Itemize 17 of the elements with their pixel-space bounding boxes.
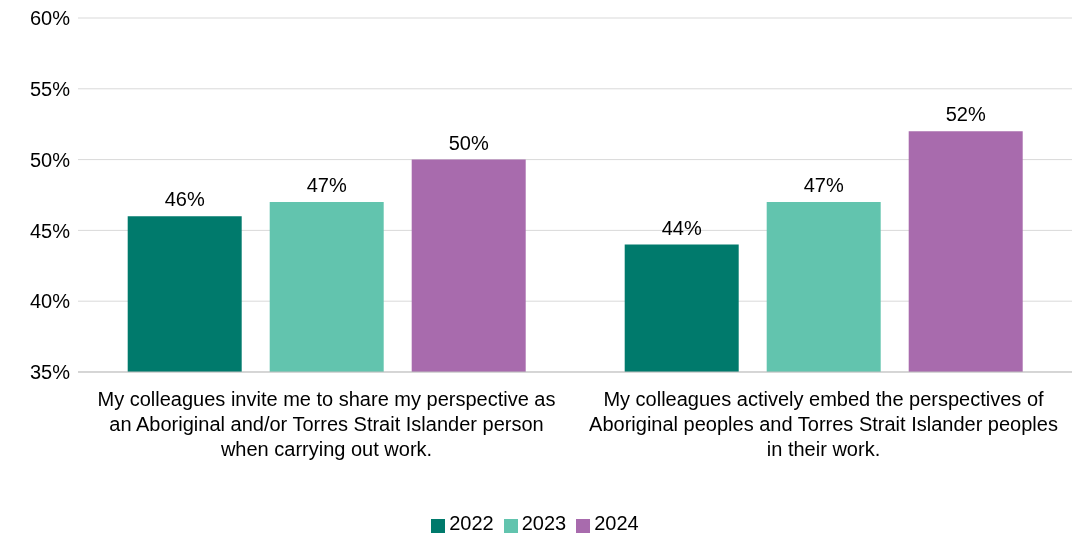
data-label: 47%: [803, 174, 844, 197]
y-tick-label: 40%: [29, 290, 71, 313]
legend-label: 2022: [449, 512, 494, 534]
x-tick-label: My colleagues actively embed the perspectives of Aboriginal peoples and Torres Strait Islander peoples in their work.: [589, 388, 1058, 460]
y-tick-label: 60%: [29, 7, 71, 30]
y-tick-label: 55%: [29, 77, 71, 100]
x-tick-label: My colleagues invite me to share my perspective as an Aboriginal and/or Torres Strait Islander person when carrying out work.: [97, 388, 556, 460]
y-tick-label: 45%: [29, 219, 71, 242]
data-label: 47%: [306, 174, 347, 197]
data-label: 50%: [448, 131, 489, 154]
data-label: 46%: [164, 188, 205, 211]
legend-label: 2023: [521, 512, 567, 534]
y-tick-label: 35%: [29, 361, 71, 384]
data-label: 44%: [661, 216, 702, 239]
y-tick-label: 50%: [29, 148, 71, 171]
data-label: 52%: [945, 103, 986, 126]
legend-label: 2024: [594, 512, 639, 534]
